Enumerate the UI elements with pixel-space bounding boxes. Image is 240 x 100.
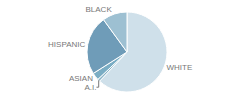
svg-text:A.I.: A.I. <box>84 83 96 92</box>
svg-text:HISPANIC: HISPANIC <box>48 40 85 49</box>
svg-text:WHITE: WHITE <box>166 63 192 72</box>
svg-text:ASIAN: ASIAN <box>69 74 93 83</box>
svg-text:BLACK: BLACK <box>85 5 112 14</box>
